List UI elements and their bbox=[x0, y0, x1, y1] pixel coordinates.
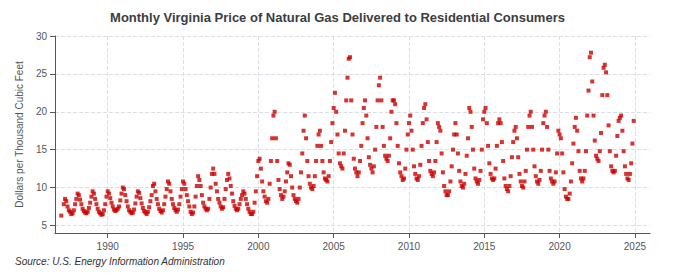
svg-text:Source: U.S. Energy Informatio: Source: U.S. Energy Information Administ… bbox=[15, 256, 225, 267]
svg-text:1995: 1995 bbox=[172, 241, 195, 252]
svg-text:2020: 2020 bbox=[548, 241, 571, 252]
svg-text:25: 25 bbox=[36, 68, 48, 79]
svg-text:2015: 2015 bbox=[473, 241, 496, 252]
svg-text:15: 15 bbox=[36, 144, 48, 155]
svg-text:2005: 2005 bbox=[323, 241, 346, 252]
svg-text:5: 5 bbox=[41, 220, 47, 231]
svg-text:2000: 2000 bbox=[247, 241, 270, 252]
svg-text:20: 20 bbox=[36, 106, 48, 117]
svg-text:Monthly Virginia Price of Natu: Monthly Virginia Price of Natural Gas De… bbox=[110, 10, 565, 25]
svg-text:10: 10 bbox=[36, 182, 48, 193]
svg-text:30: 30 bbox=[36, 31, 48, 42]
svg-text:2010: 2010 bbox=[398, 241, 421, 252]
svg-text:Dollars per Thousand Cubic Fee: Dollars per Thousand Cubic Feet bbox=[14, 61, 25, 208]
svg-text:2025: 2025 bbox=[624, 241, 647, 252]
svg-text:1990: 1990 bbox=[97, 241, 120, 252]
